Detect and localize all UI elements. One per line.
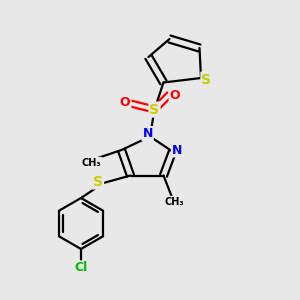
Text: S: S [93, 175, 103, 188]
Text: O: O [169, 89, 180, 103]
Text: S: S [201, 73, 212, 86]
Text: S: S [149, 103, 160, 116]
Text: CH₃: CH₃ [164, 196, 184, 207]
Text: Cl: Cl [74, 261, 88, 274]
Text: N: N [172, 143, 182, 157]
Text: N: N [142, 127, 153, 140]
Text: CH₃: CH₃ [82, 158, 101, 168]
Text: O: O [120, 95, 130, 109]
